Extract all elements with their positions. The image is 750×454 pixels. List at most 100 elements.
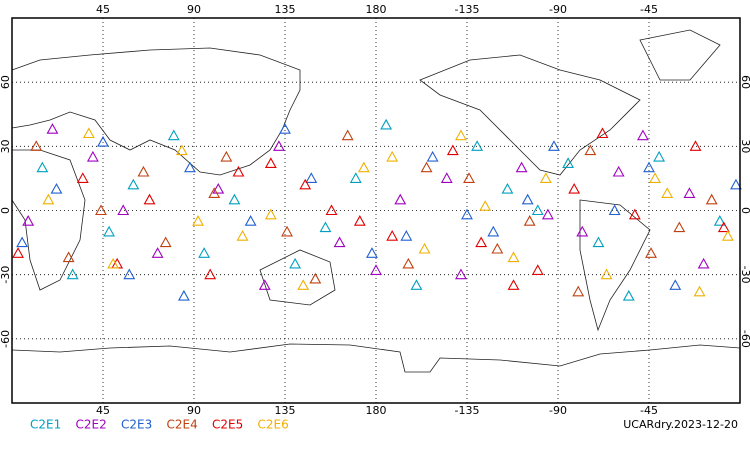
observation [143,193,156,205]
x-tick-label-bottom: -45 [640,404,658,417]
observation [730,178,742,190]
x-tick-label-bottom: 45 [96,404,110,417]
observation [36,161,49,173]
observation [82,127,95,139]
observation [272,140,285,151]
observation [400,230,413,241]
observation [487,225,500,237]
observation [683,187,696,198]
y-tick-label-left: -30 [0,266,12,284]
africa [11,149,86,291]
observation [693,285,706,297]
observation [669,279,682,290]
observation [299,178,312,190]
observation [628,208,641,220]
observation [192,215,204,226]
observation [420,161,433,173]
x-tick-label-bottom: 135 [275,404,296,417]
observation [386,230,399,241]
south-america [579,199,651,332]
grid [12,18,740,403]
x-tick-label-top: 45 [96,3,110,16]
observation [42,193,55,205]
observation [16,236,29,248]
x-tick-label-top: -90 [549,3,567,16]
observation [475,236,488,248]
observation [184,161,196,173]
observation [208,187,221,198]
observation [531,204,544,216]
observation [107,257,120,269]
observation [394,193,407,205]
observation [95,204,107,216]
observation [341,129,354,141]
observation [461,208,473,220]
observation [713,215,726,226]
observation [386,150,399,162]
observation [501,182,514,194]
observation [463,172,475,183]
observation [12,247,25,258]
observation [576,225,589,237]
x-tick-label-bottom: -135 [455,404,480,417]
observation [523,215,536,226]
y-tick-label-right: 0 [739,207,750,214]
observation [402,257,415,269]
observation [349,172,362,183]
observation [46,123,59,134]
observation [22,215,35,226]
observation [232,165,245,177]
observation [548,140,560,151]
legend-entry: C2E6 [258,418,289,432]
observation [366,247,378,258]
observation [440,172,453,183]
observation [264,157,277,168]
legend-entry: C2E5 [212,418,243,432]
observation [653,150,666,162]
observation [612,165,625,177]
observation [673,221,686,233]
observation [600,268,613,280]
observation [643,161,655,173]
observation [717,221,730,233]
observation [539,172,552,183]
x-tick-label-top: 90 [187,3,201,16]
observation [204,268,217,280]
observation [151,247,164,258]
observation [608,204,621,216]
observation [454,129,467,141]
points [12,118,742,301]
y-tick-label-left: 30 [0,139,12,153]
x-tick-label-top: -135 [455,3,480,16]
observation [333,236,346,248]
observation [177,289,190,301]
x-tick-label-bottom: 90 [187,404,201,417]
x-tick-label-top: 180 [366,3,387,16]
observation [410,279,423,290]
observation [353,215,366,226]
observation [636,129,649,141]
observation [198,247,211,258]
antarctica [11,343,741,373]
observation [66,268,79,280]
greenland [639,29,721,81]
dataset-label: UCARdry.2023-12-20 [623,418,738,431]
y-tick-label-right: 60 [739,75,750,89]
observation [697,257,710,269]
observation [721,230,734,241]
observation [491,242,504,254]
observation [689,140,702,151]
x-tick-label-bottom: -90 [549,404,567,417]
observation [279,123,291,134]
observation [159,236,172,248]
y-tick-label-left: 0 [0,207,12,214]
observation [220,150,233,162]
observation [30,140,43,151]
observation [592,236,605,248]
observation [426,150,439,162]
observation [446,144,459,156]
observation [175,144,188,156]
observation [370,264,382,275]
coastlines [11,29,741,373]
y-tick-label-right: 30 [739,139,750,153]
